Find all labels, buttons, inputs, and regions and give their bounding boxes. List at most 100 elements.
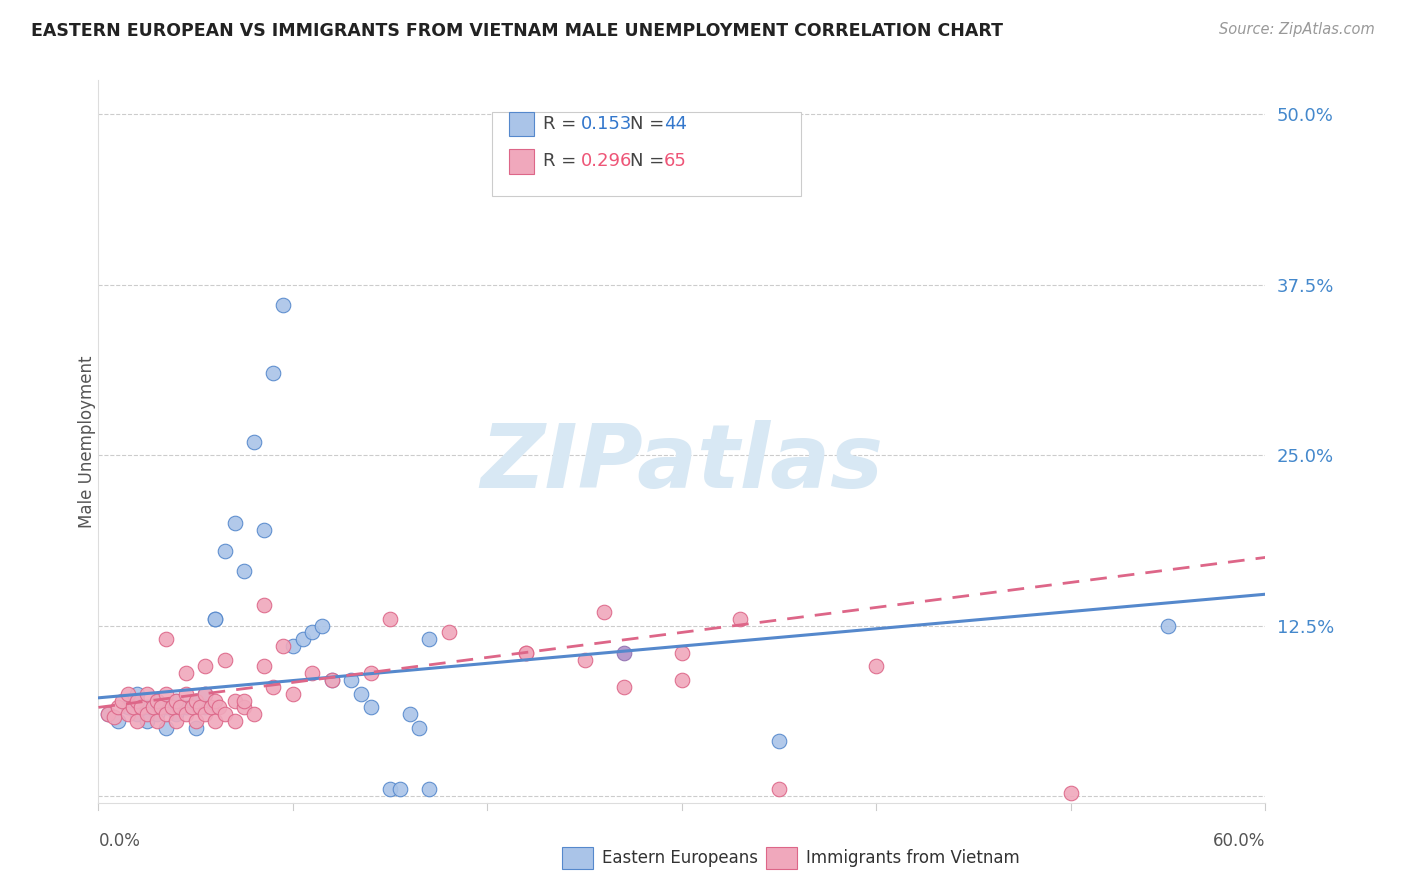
Point	[437, 625, 460, 640]
Text: 0.0%: 0.0%	[98, 831, 141, 850]
Text: 0.296: 0.296	[581, 152, 633, 169]
Point	[208, 700, 231, 714]
Point	[204, 612, 226, 626]
Point	[165, 693, 187, 707]
Text: 65: 65	[664, 152, 686, 169]
Point	[194, 659, 217, 673]
Point	[224, 714, 246, 728]
Point	[271, 298, 294, 312]
Point	[155, 707, 177, 722]
Point	[380, 782, 402, 797]
Point	[262, 680, 284, 694]
Point	[97, 707, 120, 722]
Point	[515, 646, 537, 660]
Point	[127, 687, 149, 701]
Point	[127, 707, 149, 722]
Point	[768, 734, 790, 748]
Point	[253, 523, 276, 537]
Point	[127, 714, 149, 728]
Point	[301, 666, 323, 681]
Point	[204, 612, 226, 626]
Text: ZIPatlas: ZIPatlas	[481, 420, 883, 507]
Point	[321, 673, 343, 687]
Point	[184, 721, 207, 735]
Point	[214, 543, 236, 558]
Point	[184, 693, 207, 707]
Point	[146, 693, 169, 707]
Point	[165, 714, 187, 728]
Point	[174, 687, 197, 701]
Point	[127, 693, 149, 707]
Point	[200, 700, 222, 714]
Point	[136, 687, 159, 701]
Point	[129, 700, 152, 714]
Point	[418, 632, 440, 647]
Point	[165, 693, 187, 707]
Point	[169, 700, 191, 714]
Point	[194, 687, 217, 701]
Text: R =: R =	[543, 115, 582, 133]
Point	[146, 714, 169, 728]
Point	[194, 687, 217, 701]
Point	[204, 693, 226, 707]
Point	[1060, 786, 1083, 800]
Point	[243, 707, 266, 722]
Point	[233, 564, 256, 578]
Point	[136, 714, 159, 728]
Point	[174, 666, 197, 681]
Point	[281, 639, 304, 653]
Point	[224, 516, 246, 531]
Point	[149, 700, 172, 714]
Text: N =: N =	[630, 115, 669, 133]
Point	[865, 659, 887, 673]
Text: 60.0%: 60.0%	[1213, 831, 1265, 850]
Point	[418, 782, 440, 797]
Point	[301, 625, 323, 640]
Point	[730, 612, 752, 626]
Point	[360, 700, 382, 714]
Point	[184, 693, 207, 707]
Point	[291, 632, 314, 647]
Text: R =: R =	[543, 152, 582, 169]
Point	[233, 693, 256, 707]
Point	[768, 782, 790, 797]
Point	[103, 710, 125, 724]
Point	[388, 782, 411, 797]
Point	[155, 687, 177, 701]
Point	[174, 700, 197, 714]
Point	[311, 618, 333, 632]
Text: 44: 44	[664, 115, 686, 133]
Point	[127, 693, 149, 707]
Text: N =: N =	[630, 152, 669, 169]
Point	[194, 700, 217, 714]
Point	[408, 721, 430, 735]
Point	[340, 673, 363, 687]
Point	[671, 673, 693, 687]
Point	[1157, 618, 1180, 632]
Point	[262, 367, 284, 381]
Point	[271, 639, 294, 653]
Point	[111, 693, 134, 707]
Point	[194, 707, 217, 722]
Point	[107, 714, 129, 728]
Point	[360, 666, 382, 681]
Point	[174, 707, 197, 722]
Point	[613, 646, 636, 660]
Point	[146, 707, 169, 722]
Point	[117, 687, 139, 701]
Point	[136, 700, 159, 714]
Point	[574, 653, 596, 667]
Point	[253, 659, 276, 673]
Point	[97, 707, 120, 722]
Point	[122, 700, 145, 714]
Text: EASTERN EUROPEAN VS IMMIGRANTS FROM VIETNAM MALE UNEMPLOYMENT CORRELATION CHART: EASTERN EUROPEAN VS IMMIGRANTS FROM VIET…	[31, 22, 1002, 40]
Point	[243, 434, 266, 449]
Point	[146, 693, 169, 707]
Point	[281, 687, 304, 701]
Point	[380, 612, 402, 626]
Point	[155, 721, 177, 735]
Point	[321, 673, 343, 687]
Point	[214, 707, 236, 722]
Point	[398, 707, 420, 722]
Point	[184, 714, 207, 728]
